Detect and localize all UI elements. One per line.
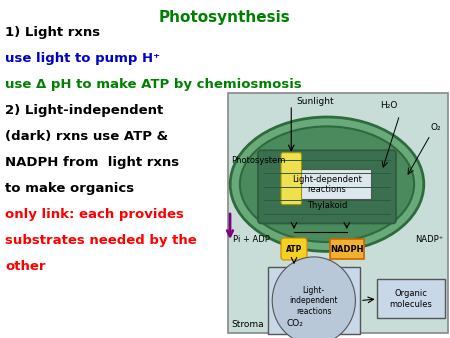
Text: Photosynthesis: Photosynthesis	[159, 10, 291, 25]
Text: to make organics: to make organics	[5, 182, 134, 195]
FancyBboxPatch shape	[283, 169, 371, 199]
Text: use light to pump H⁺: use light to pump H⁺	[5, 52, 160, 65]
Text: use Δ pH to make ATP by chemiosmosis: use Δ pH to make ATP by chemiosmosis	[5, 78, 302, 91]
Text: Light-dependent
reactions: Light-dependent reactions	[292, 174, 362, 194]
FancyBboxPatch shape	[281, 153, 302, 204]
Text: NADPH from  light rxns: NADPH from light rxns	[5, 156, 179, 169]
Ellipse shape	[240, 126, 414, 242]
Text: O₂: O₂	[431, 123, 441, 132]
Text: H₂O: H₂O	[380, 101, 397, 110]
Text: substrates needed by the: substrates needed by the	[5, 234, 197, 247]
Text: Pi + ADP: Pi + ADP	[233, 235, 270, 243]
FancyBboxPatch shape	[281, 238, 307, 260]
Text: other: other	[5, 260, 45, 273]
Text: Sunlight: Sunlight	[296, 97, 334, 106]
FancyBboxPatch shape	[258, 150, 396, 223]
FancyBboxPatch shape	[228, 93, 448, 333]
FancyBboxPatch shape	[330, 239, 364, 259]
FancyBboxPatch shape	[377, 280, 445, 318]
Text: Photosystem: Photosystem	[231, 155, 285, 165]
Text: Thylakoid: Thylakoid	[307, 201, 347, 210]
Text: ATP: ATP	[286, 244, 302, 254]
Text: Stroma: Stroma	[231, 320, 264, 329]
Text: 1) Light rxns: 1) Light rxns	[5, 26, 100, 39]
Text: only link: each provides: only link: each provides	[5, 208, 184, 221]
Text: 2) Light-independent: 2) Light-independent	[5, 104, 163, 117]
Ellipse shape	[272, 257, 356, 338]
FancyBboxPatch shape	[268, 267, 360, 334]
Text: NADP⁺: NADP⁺	[415, 235, 443, 243]
Text: NADPH: NADPH	[330, 244, 364, 254]
Text: CO₂: CO₂	[287, 319, 304, 328]
Text: Organic
molecules: Organic molecules	[389, 289, 432, 309]
Text: Light-
independent
reactions: Light- independent reactions	[289, 286, 338, 315]
Ellipse shape	[230, 117, 424, 251]
Text: (dark) rxns use ATP &: (dark) rxns use ATP &	[5, 130, 168, 143]
